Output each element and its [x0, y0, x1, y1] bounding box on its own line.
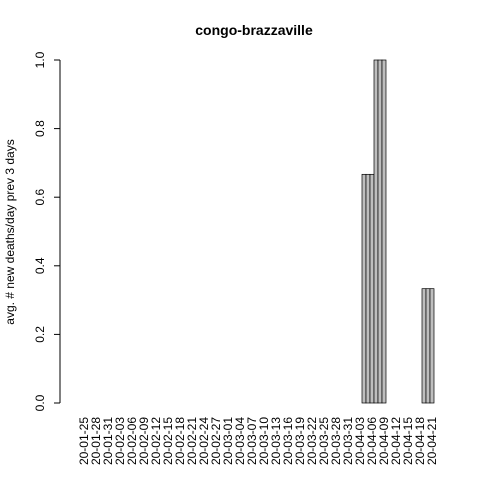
- x-tick-label: 20-04-12: [389, 417, 403, 465]
- bar-20-04-08: [377, 59, 383, 404]
- y-axis-label: avg. # new deaths/day prev 3 days: [3, 139, 17, 324]
- x-tick-label: 20-04-06: [365, 417, 379, 465]
- x-tick-label: 20-03-04: [233, 417, 247, 465]
- x-tick-label: 20-03-01: [221, 417, 235, 465]
- x-tick-label: 20-02-15: [161, 417, 175, 465]
- y-tick-label: 0.0: [33, 394, 47, 411]
- x-tick-label: 20-04-21: [425, 417, 439, 465]
- bar-20-04-09: [381, 59, 387, 404]
- y-tick-label: 0.2: [33, 326, 47, 343]
- bar-20-04-21: [429, 288, 435, 404]
- x-tick-label: 20-01-28: [89, 417, 103, 465]
- bar-20-04-19: [421, 288, 427, 404]
- x-tick-label: 20-03-22: [305, 417, 319, 465]
- x-tick-label: 20-03-25: [317, 417, 331, 465]
- x-tick-label: 20-03-13: [269, 417, 283, 465]
- x-tick-label: 20-02-18: [173, 417, 187, 465]
- x-tick-label: 20-02-21: [185, 417, 199, 465]
- x-tick-label: 20-04-18: [413, 417, 427, 465]
- x-tick-label: 20-01-31: [101, 417, 115, 465]
- x-tick-label: 20-02-09: [137, 417, 151, 465]
- x-tick-label: 20-03-28: [329, 417, 343, 465]
- x-tick-label: 20-04-15: [401, 417, 415, 465]
- chart-title: congo-brazzaville: [195, 22, 313, 38]
- bar-20-04-07: [373, 59, 379, 404]
- x-axis: 20-01-2520-01-2820-01-3120-02-0320-02-06…: [77, 417, 439, 465]
- x-tick-label: 20-04-09: [377, 417, 391, 465]
- bar-20-04-05: [365, 173, 371, 404]
- x-tick-label: 20-02-27: [209, 417, 223, 465]
- x-tick-label: 20-03-19: [293, 417, 307, 465]
- x-tick-label: 20-03-10: [257, 417, 271, 465]
- x-tick-label: 20-03-31: [341, 417, 355, 465]
- x-tick-label: 20-02-24: [197, 417, 211, 465]
- y-tick-label: 0.4: [33, 257, 47, 274]
- bars-group: [361, 59, 435, 404]
- x-tick-label: 20-04-03: [353, 417, 367, 465]
- y-tick-label: 0.8: [33, 120, 47, 137]
- x-tick-label: 20-02-03: [113, 417, 127, 465]
- bar-20-04-04: [361, 173, 367, 404]
- x-tick-label: 20-02-12: [149, 417, 163, 465]
- x-tick-label: 20-01-25: [77, 417, 91, 465]
- x-tick-label: 20-02-06: [125, 417, 139, 465]
- bar-20-04-20: [425, 288, 431, 404]
- y-tick-label: 0.6: [33, 189, 47, 206]
- x-tick-label: 20-03-16: [281, 417, 295, 465]
- y-tick-label: 1.0: [33, 51, 47, 68]
- y-axis: 0.0 0.2 0.4 0.6 0.8 1.0: [33, 51, 61, 411]
- bar-20-04-06: [369, 173, 375, 404]
- x-tick-label: 20-03-07: [245, 417, 259, 465]
